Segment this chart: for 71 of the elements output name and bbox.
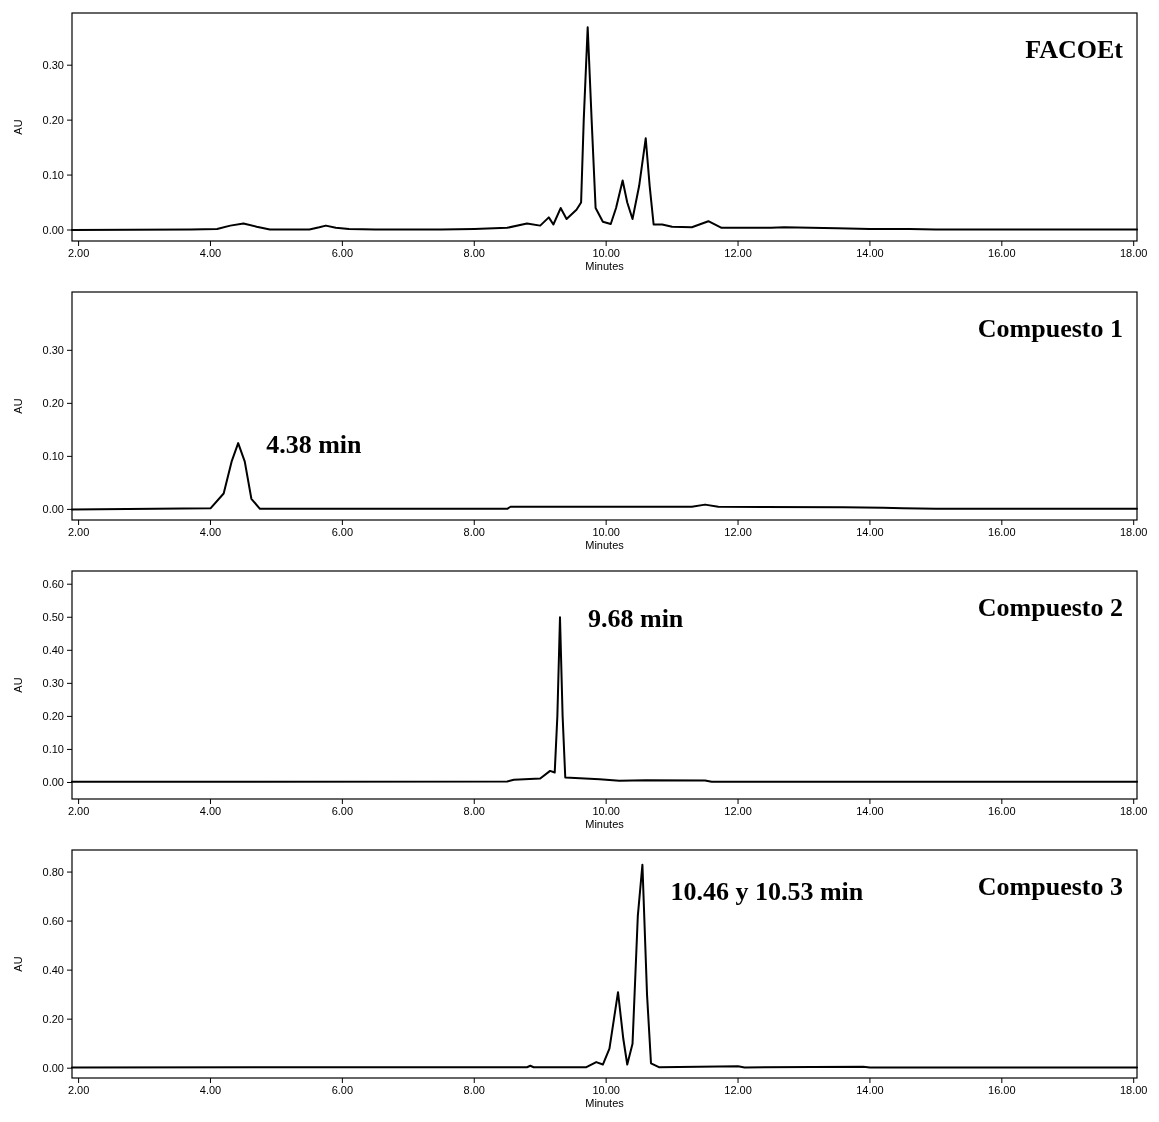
x-tick-label: 18.00 [1119,247,1148,259]
x-tick-label: 16.00 [988,805,1016,817]
y-axis-title: AU [12,398,24,414]
x-tick-label: 14.00 [856,1084,884,1096]
y-tick-label: 0.20 [42,113,64,126]
x-tick-label: 12.00 [724,526,752,538]
y-tick-label: 0.60 [42,578,64,591]
x-tick-label: 12.00 [724,247,752,259]
x-tick-label: 12.00 [724,1084,752,1096]
y-tick-label: 0.10 [42,168,64,181]
x-axis-title: Minutes [585,539,625,551]
x-tick-label: 2.00 [67,1084,90,1096]
x-tick-label: 8.00 [463,1084,485,1096]
x-axis-title: Minutes [585,818,625,830]
x-tick-label: 16.00 [988,247,1016,259]
y-tick-label: 0.40 [42,963,64,976]
y-tick-label: 0.00 [42,1062,64,1075]
text: Compuesto 2 [977,593,1123,622]
y-tick-label: 0.20 [42,710,64,723]
x-tick-label: 6.00 [331,526,354,538]
y-tick-label: 0.30 [42,59,64,72]
x-tick-label: 14.00 [856,526,884,538]
x-tick-label: 4.00 [199,805,222,817]
y-tick-label: 0.50 [42,611,64,624]
text: FACOEt [1025,35,1124,64]
x-tick-label: 18.00 [1119,526,1148,538]
x-tick-label: 16.00 [988,1084,1016,1096]
x-tick-label: 12.00 [724,805,752,817]
x-tick-label: 18.00 [1119,1084,1148,1096]
x-tick-label: 6.00 [331,1084,354,1096]
x-tick-label: 4.00 [199,247,222,259]
x-tick-label: 16.00 [988,526,1016,538]
x-tick-label: 2.00 [67,526,90,538]
x-tick-label: 10.00 [592,526,620,538]
y-tick-label: 0.30 [42,677,64,690]
x-tick-label: 4.00 [199,526,222,538]
y-tick-label: 0.80 [42,865,64,878]
y-tick-label: 0.00 [42,503,64,516]
x-tick-label: 2.00 [67,247,90,259]
x-tick-label: 14.00 [856,805,884,817]
x-tick-label: 2.00 [67,805,90,817]
x-tick-label: 10.00 [592,247,620,259]
y-tick-label: 0.00 [42,223,64,236]
y-tick-label: 0.40 [42,644,64,657]
x-tick-label: 10.00 [592,1084,620,1096]
annotation: 9.68 min [587,604,684,634]
y-axis-title: AU [12,677,24,693]
x-axis-title: Minutes [585,1097,625,1109]
annotation: 4.38 min [266,430,363,460]
annotation: 10.46 y 10.53 min [670,877,864,906]
y-tick-label: 0.20 [42,397,64,410]
y-tick-label: 0.30 [42,344,64,357]
x-tick-label: 18.00 [1119,805,1148,817]
x-tick-label: 8.00 [463,805,485,817]
y-tick-label: 0.20 [42,1013,64,1026]
x-tick-label: 6.00 [331,247,354,259]
y-tick-label: 0.10 [42,743,64,756]
text: Compuesto 1 [977,314,1123,343]
x-tick-label: 6.00 [331,805,354,817]
y-axis-title: AU [12,956,24,972]
y-tick-label: 0.10 [42,450,64,463]
y-tick-label: 0.00 [42,776,64,789]
y-axis-title: AU [12,119,24,135]
text: Compuesto 3 [977,872,1123,901]
x-tick-label: 4.00 [199,1084,222,1096]
y-tick-label: 0.60 [42,914,64,927]
x-tick-label: 14.00 [856,247,884,259]
x-tick-label: 10.00 [592,805,620,817]
x-axis-title: Minutes [585,260,625,272]
x-tick-label: 8.00 [463,526,485,538]
x-tick-label: 8.00 [463,247,485,259]
